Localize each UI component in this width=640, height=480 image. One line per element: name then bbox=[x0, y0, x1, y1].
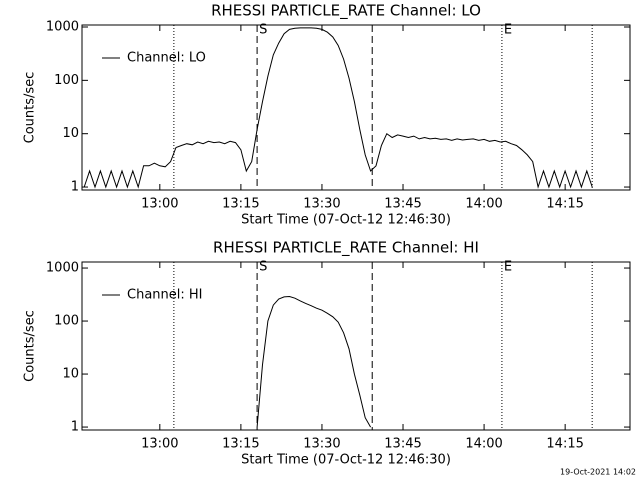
legend-label: Channel: LO bbox=[127, 51, 206, 66]
y-tick-label: 1000 bbox=[46, 261, 79, 276]
y-tick-label: 1 bbox=[71, 420, 79, 435]
chart-title: RHESSI PARTICLE_RATE Channel: HI bbox=[213, 239, 479, 258]
marker-label: E bbox=[504, 260, 512, 275]
y-tick-label: 1000 bbox=[46, 19, 79, 34]
data-line bbox=[256, 295, 372, 428]
y-tick-label: 100 bbox=[54, 73, 79, 88]
x-tick-label: 13:45 bbox=[384, 197, 421, 212]
x-tick-label: 13:45 bbox=[384, 437, 421, 452]
data-line bbox=[83, 27, 593, 189]
x-tick-label: 14:00 bbox=[465, 197, 502, 212]
x-axis-label: Start Time (07-Oct-12 12:46:30) bbox=[241, 213, 451, 228]
plot-frame bbox=[81, 261, 631, 431]
y-axis-label: Counts/sec bbox=[23, 72, 38, 144]
x-tick-label: 14:00 bbox=[465, 437, 502, 452]
x-tick-label: 13:30 bbox=[303, 437, 340, 452]
x-tick-label: 14:15 bbox=[546, 437, 583, 452]
y-tick-label: 10 bbox=[62, 367, 79, 382]
x-tick-label: 13:15 bbox=[222, 197, 259, 212]
x-tick-label: 13:30 bbox=[303, 197, 340, 212]
chart-title: RHESSI PARTICLE_RATE Channel: LO bbox=[211, 2, 481, 21]
y-tick-label: 100 bbox=[54, 314, 79, 329]
footer: 19-Oct-2021 14:02 bbox=[560, 468, 636, 477]
x-tick-label: 13:15 bbox=[222, 437, 259, 452]
legend-label: Channel: HI bbox=[127, 288, 203, 303]
x-tick-label: 14:15 bbox=[546, 197, 583, 212]
x-tick-label: 13:00 bbox=[141, 197, 178, 212]
y-tick-label: 10 bbox=[62, 126, 79, 141]
marker-label: S bbox=[259, 23, 267, 38]
marker-label: E bbox=[504, 23, 512, 38]
x-tick-label: 13:00 bbox=[141, 437, 178, 452]
y-tick-label: 1 bbox=[71, 180, 79, 195]
x-axis-label: Start Time (07-Oct-12 12:46:30) bbox=[241, 453, 451, 468]
marker-label: S bbox=[259, 260, 267, 275]
y-axis-label: Counts/sec bbox=[23, 310, 38, 382]
plot-frame bbox=[81, 24, 631, 191]
